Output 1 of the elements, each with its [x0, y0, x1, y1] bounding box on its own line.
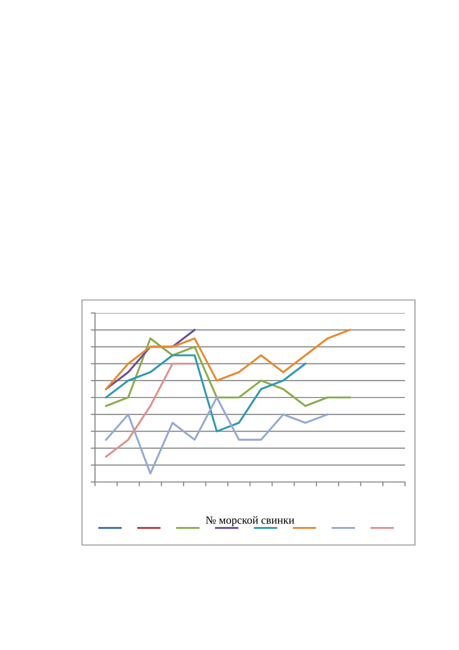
x-axis-title: № морской свинки	[206, 516, 294, 526]
